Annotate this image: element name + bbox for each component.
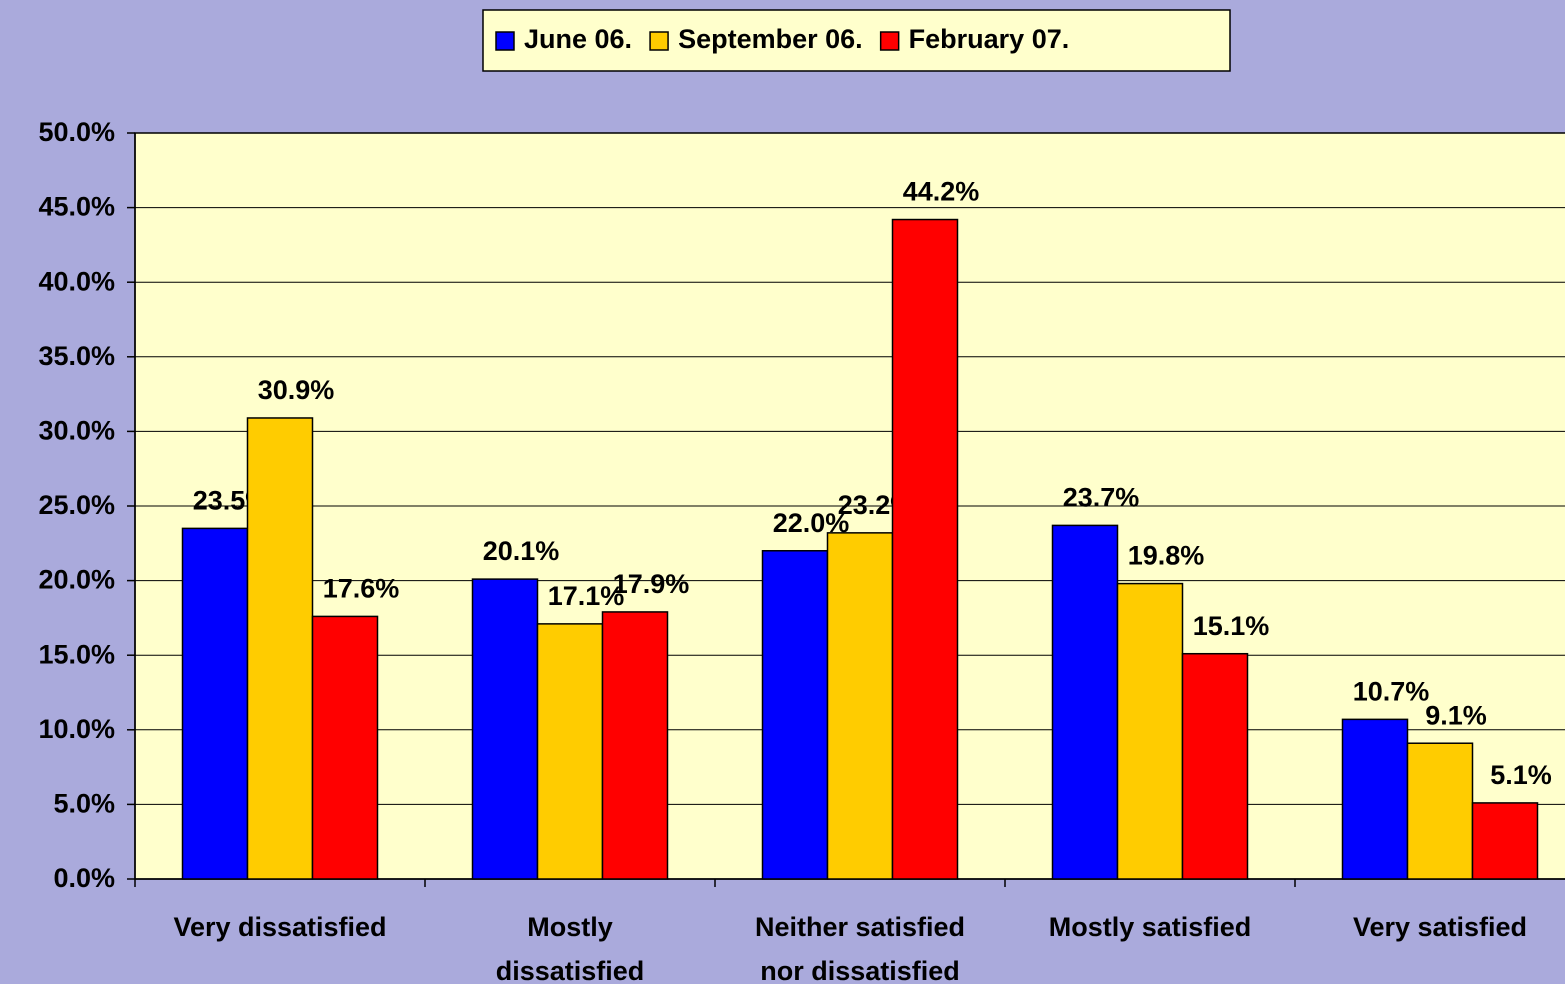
y-tick-label: 15.0%	[38, 639, 115, 669]
bar	[891, 218, 959, 880]
bar	[246, 417, 314, 880]
bar	[761, 550, 829, 880]
data-label: 30.9%	[258, 375, 335, 405]
x-tick-label: Very satisfied	[1352, 912, 1528, 942]
data-label: 10.7%	[1353, 676, 1430, 706]
legend-swatch	[879, 31, 900, 51]
data-label: 17.6%	[323, 574, 400, 604]
y-tick-label: 40.0%	[38, 266, 115, 296]
y-tick-label: 5.0%	[53, 789, 115, 819]
x-tick-label: Mostly satisfied	[1048, 912, 1252, 942]
bar	[601, 611, 669, 880]
legend-box	[482, 9, 1231, 72]
y-tick-label: 30.0%	[38, 416, 115, 446]
legend-label: September 06.	[678, 24, 863, 54]
y-tick-label: 25.0%	[38, 490, 115, 520]
data-label: 17.9%	[613, 569, 690, 599]
y-tick-label: 0.0%	[53, 863, 115, 893]
data-label: 23.7%	[1063, 483, 1140, 513]
data-label: 15.1%	[1193, 611, 1270, 641]
bar	[536, 623, 604, 880]
data-label: 9.1%	[1425, 700, 1487, 730]
legend-swatch	[649, 31, 669, 51]
y-tick-label: 35.0%	[38, 341, 115, 371]
legend-label: February 07.	[909, 24, 1070, 54]
x-tick-label: Mostly dissatisfied	[495, 912, 645, 984]
legend-label: June 06.	[524, 24, 632, 54]
data-label: 19.8%	[1128, 541, 1205, 571]
data-label: 5.1%	[1490, 760, 1552, 790]
bar	[1341, 718, 1409, 880]
legend-swatch	[495, 31, 515, 51]
bar	[471, 578, 539, 880]
y-tick-label: 50.0%	[38, 117, 115, 147]
bar	[1181, 652, 1249, 880]
bar	[1471, 802, 1539, 880]
bar	[826, 532, 894, 880]
y-tick-label: 10.0%	[38, 714, 115, 744]
bar	[1116, 582, 1184, 880]
bar	[1406, 742, 1474, 880]
y-tick-label: 45.0%	[38, 192, 115, 222]
data-label: 17.1%	[548, 581, 625, 611]
bar	[311, 615, 379, 880]
x-tick-label: Neither satisfied nor dissatisfied	[754, 912, 966, 984]
data-label: 20.1%	[483, 536, 560, 566]
x-tick-label: Very dissatisfied	[173, 912, 387, 942]
y-tick-label: 20.0%	[38, 565, 115, 595]
data-label: 44.2%	[903, 177, 980, 207]
bar	[1051, 524, 1119, 880]
bar	[181, 527, 249, 880]
